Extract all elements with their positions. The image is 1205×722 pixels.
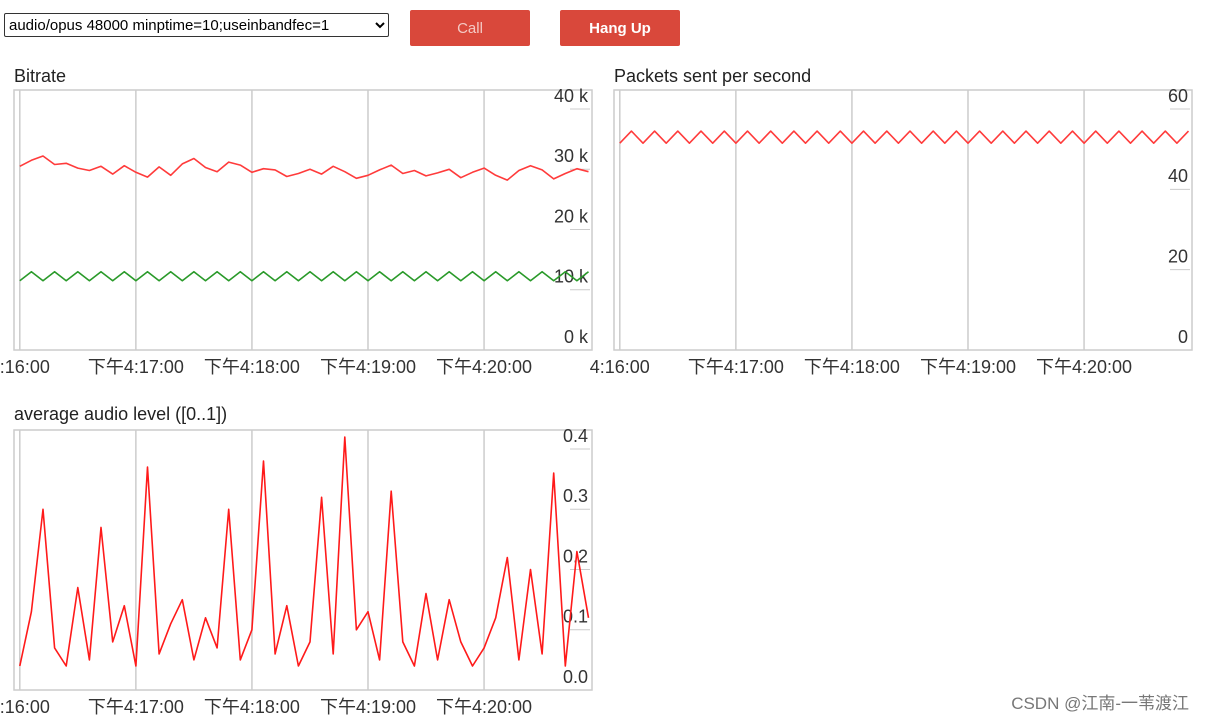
x-tick-label: 下午4:20:00	[436, 697, 532, 717]
x-tick-label: 下午4:20:00	[436, 357, 532, 377]
x-tick-label: 下午4:19:00	[320, 697, 416, 717]
x-tick-label: 下午4:20:00	[1036, 357, 1132, 377]
y-tick-label: 40	[1168, 166, 1188, 186]
y-tick-label: 0	[1178, 327, 1188, 347]
chart-title: Bitrate	[14, 66, 66, 86]
y-tick-label: 30 k	[554, 146, 589, 166]
x-tick-label: 下午4:17:00	[688, 357, 784, 377]
chart-title: average audio level ([0..1])	[14, 404, 227, 424]
x-tick-label: 下午4:17:00	[88, 697, 184, 717]
plot-frame	[13, 429, 593, 691]
hangup-button[interactable]: Hang Up	[560, 10, 680, 46]
y-tick-label: 0.3	[563, 486, 588, 506]
y-tick-label: 60	[1168, 86, 1188, 106]
x-tick-label: 下午4:19:00	[920, 357, 1016, 377]
series-line	[619, 130, 1190, 144]
x-tick-label: 下午4:18:00	[204, 357, 300, 377]
y-tick-label: 0 k	[564, 327, 589, 347]
chart-title: Packets sent per second	[614, 66, 811, 86]
x-tick-label: 下午4:17:00	[88, 357, 184, 377]
plot-frame	[613, 89, 1193, 351]
call-button[interactable]: Call	[410, 10, 530, 46]
y-tick-label: 40 k	[554, 86, 589, 106]
x-tick-label: 4:16:00	[0, 357, 50, 377]
x-tick-label: 下午4:19:00	[320, 357, 416, 377]
plot-frame	[13, 89, 593, 351]
x-tick-label: 4:16:00	[590, 357, 650, 377]
codec-select[interactable]: audio/opus 48000 minptime=10;useinbandfe…	[4, 13, 389, 37]
y-tick-label: 0.4	[563, 426, 588, 446]
series-line	[19, 436, 590, 667]
x-tick-label: 下午4:18:00	[204, 697, 300, 717]
watermark: CSDN @江南-一苇渡江	[1011, 694, 1189, 713]
y-tick-label: 0.1	[563, 607, 588, 627]
y-tick-label: 0.2	[563, 546, 588, 566]
y-tick-label: 20 k	[554, 206, 589, 226]
x-tick-label: 4:16:00	[0, 697, 50, 717]
series-line	[19, 155, 589, 181]
x-tick-label: 下午4:18:00	[804, 357, 900, 377]
y-tick-label: 0.0	[563, 667, 588, 687]
series-line	[19, 270, 589, 282]
y-tick-label: 20	[1168, 246, 1188, 266]
